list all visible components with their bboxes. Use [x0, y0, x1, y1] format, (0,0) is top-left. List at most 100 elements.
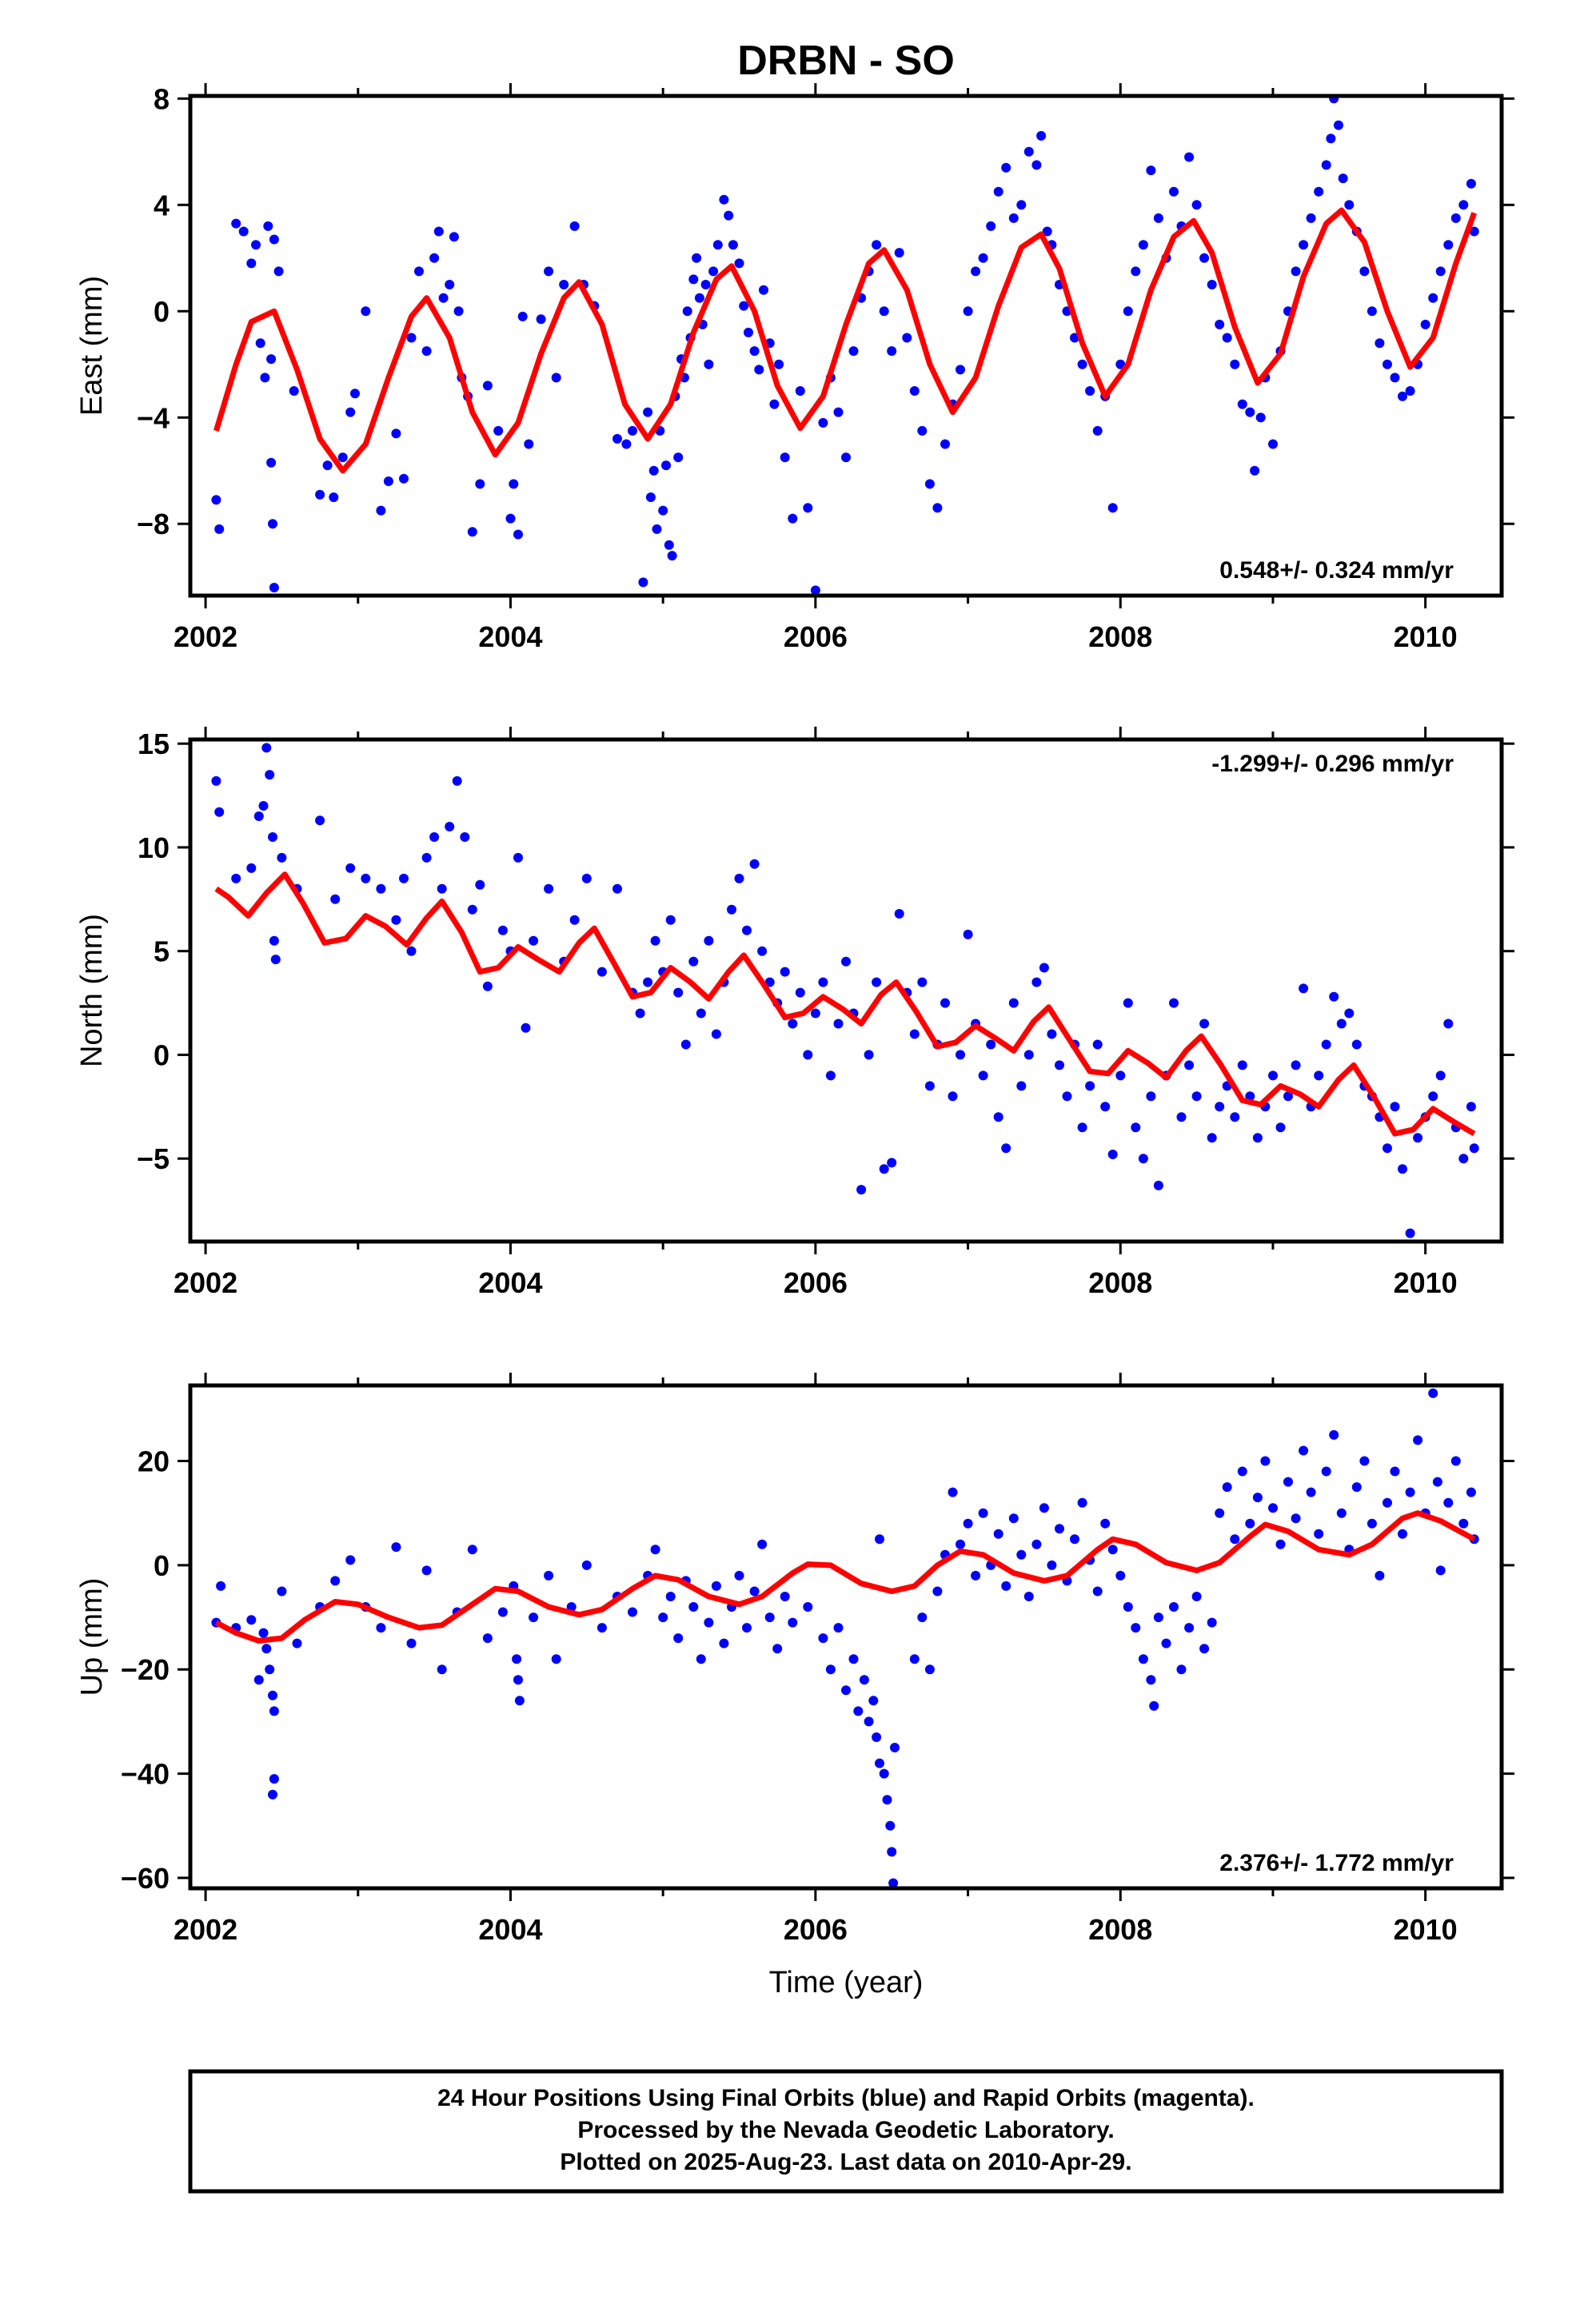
data-point [433, 226, 444, 237]
data-point [322, 460, 333, 471]
data-point [1458, 200, 1469, 210]
data-point [246, 1615, 257, 1625]
data-point [452, 775, 462, 786]
data-point [391, 429, 401, 439]
data-point [211, 495, 221, 505]
data-point [1338, 173, 1348, 184]
data-point [833, 1018, 844, 1029]
data-point [529, 1612, 539, 1623]
data-point [513, 529, 523, 540]
x-tick-label: 2008 [1088, 1913, 1152, 1946]
x-tick-label: 2004 [478, 620, 542, 653]
data-point [902, 333, 912, 343]
data-point [948, 1487, 958, 1497]
footer-line-1: 24 Hour Positions Using Final Orbits (bl… [437, 2085, 1255, 2111]
data-point [810, 1008, 820, 1018]
data-point [1149, 1700, 1159, 1711]
data-point [665, 915, 676, 925]
data-point [1398, 1529, 1407, 1539]
data-point [978, 1508, 988, 1518]
data-point [749, 1586, 760, 1597]
data-point [406, 1638, 417, 1648]
data-point [788, 1617, 798, 1628]
data-point [269, 935, 279, 946]
data-point [437, 1664, 447, 1675]
data-point [1039, 1503, 1049, 1513]
data-point [948, 1091, 958, 1102]
data-point [596, 967, 607, 977]
data-point [688, 274, 699, 285]
data-point [848, 346, 859, 357]
data-point [1255, 413, 1266, 423]
data-point [917, 425, 928, 436]
data-point [345, 1555, 356, 1565]
data-point [1215, 1508, 1225, 1518]
data-point [1138, 1654, 1148, 1664]
data-point [1428, 1388, 1438, 1398]
data-point [1008, 213, 1019, 223]
data-point [1275, 1122, 1286, 1133]
data-point [872, 977, 882, 987]
data-point [1336, 1508, 1347, 1518]
data-point [429, 253, 440, 263]
data-point [742, 1623, 752, 1633]
chart-title: DRBN - SO [737, 38, 955, 84]
data-point [825, 1664, 836, 1675]
data-point [330, 1576, 341, 1586]
data-point [712, 240, 723, 250]
data-point [688, 1602, 699, 1612]
data-point [1146, 165, 1156, 176]
data-point [932, 503, 943, 513]
data-point [1450, 213, 1461, 223]
data-point [696, 1008, 706, 1018]
data-point [1092, 425, 1103, 436]
data-point [628, 1607, 637, 1617]
x-tick-label: 2004 [478, 1266, 542, 1299]
data-point [1199, 1018, 1210, 1029]
data-point [1432, 1477, 1442, 1487]
data-point [978, 253, 988, 263]
data-point [963, 929, 973, 939]
data-point [963, 1518, 973, 1529]
plot-frame [188, 94, 1504, 598]
data-point [406, 333, 417, 343]
data-point [1375, 1570, 1385, 1581]
data-point [1138, 1154, 1148, 1164]
data-point [864, 1716, 874, 1727]
data-point [497, 1607, 508, 1617]
data-point [551, 1654, 561, 1664]
data-point [848, 1654, 859, 1664]
data-point [493, 425, 504, 436]
data-point [1230, 1112, 1240, 1122]
data-point [909, 386, 920, 396]
data-point [544, 266, 554, 277]
data-point [772, 1644, 783, 1654]
north-rate-label: -1.299+/- 0.296 mm/yr [1211, 751, 1454, 777]
data-point [1435, 1565, 1446, 1576]
data-point [512, 1654, 522, 1664]
data-point [825, 1070, 836, 1081]
data-point [1008, 998, 1019, 1008]
data-point [1291, 266, 1301, 277]
data-point [1334, 120, 1343, 130]
data-point [1016, 1081, 1027, 1091]
data-point [376, 505, 386, 516]
data-point [1131, 266, 1141, 277]
data-point [581, 1560, 592, 1570]
data-point [664, 540, 674, 550]
data-point [497, 925, 508, 935]
data-point [875, 1534, 884, 1545]
data-point [1299, 240, 1309, 250]
data-point [315, 489, 325, 500]
data-point [1326, 134, 1336, 144]
data-point [1359, 1456, 1370, 1466]
data-point [559, 280, 569, 289]
data-point [1031, 977, 1042, 987]
data-point [1016, 200, 1027, 210]
data-point [581, 873, 592, 883]
data-point [1237, 399, 1247, 409]
data-point [841, 452, 851, 463]
data-point [1413, 1435, 1423, 1445]
data-point [1077, 359, 1087, 369]
